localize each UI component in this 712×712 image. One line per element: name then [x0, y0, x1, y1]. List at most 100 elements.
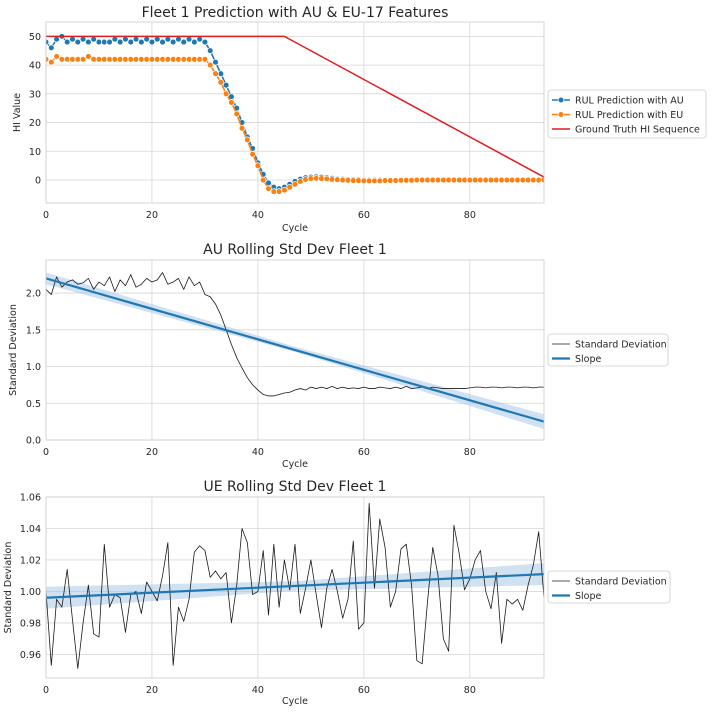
eu-prediction-point	[312, 175, 320, 182]
eu-prediction-point	[445, 176, 452, 184]
legend: Standard Deviation Slope	[547, 333, 669, 367]
eu-prediction-point	[482, 176, 489, 184]
x-tick-label: 80	[464, 685, 476, 696]
eu-prediction-point	[175, 56, 182, 63]
eu-prediction-point	[493, 176, 500, 184]
au-prediction-point	[217, 70, 225, 77]
y-tick-label: 1.00	[20, 587, 41, 598]
au-prediction-point	[74, 38, 82, 46]
eu-prediction-point	[127, 56, 135, 63]
au-prediction-point	[201, 38, 209, 46]
au-prediction-point	[138, 38, 145, 46]
x-axis-label: Cycle	[282, 223, 308, 234]
eu-prediction-point	[48, 58, 55, 66]
eu-prediction-point	[265, 185, 272, 192]
chart-title: Fleet 1 Prediction with AU & EU-17 Featu…	[142, 5, 449, 21]
au-prediction-point	[122, 35, 129, 43]
au-prediction-point	[132, 35, 140, 43]
series-group	[46, 502, 544, 669]
eu-prediction-point	[159, 56, 166, 63]
slope-line	[46, 277, 544, 423]
eu-prediction-point	[79, 56, 87, 63]
standard-deviation-line	[46, 272, 544, 397]
x-tick-label: 0	[43, 447, 49, 458]
au-prediction-point	[127, 38, 135, 46]
y-tick-label: 0.0	[26, 436, 41, 447]
eu-prediction-point	[450, 176, 458, 184]
eu-prediction-point	[101, 56, 108, 63]
chart-ue-rolling-std: 0 20 40 60 80 0.96 0.98 1.00 1.02 1.04 1.06 UE Roll…	[3, 479, 671, 707]
y-tick-label: 0.96	[20, 650, 41, 661]
standard-deviation-line	[46, 502, 544, 669]
eu-prediction-point	[53, 53, 60, 60]
eu-prediction-point	[196, 56, 203, 63]
au-prediction-point	[185, 35, 193, 43]
eu-prediction-point	[503, 176, 511, 184]
x-tick-label: 80	[464, 447, 476, 458]
y-tick-label: 20	[29, 118, 41, 129]
eu-prediction-point	[339, 176, 346, 184]
y-tick-label: 1.5	[26, 325, 41, 336]
eu-prediction-point	[58, 56, 66, 63]
eu-prediction-point	[413, 176, 421, 184]
eu-prediction-point	[69, 56, 76, 63]
x-tick-label: 20	[146, 210, 158, 221]
y-tick-label: 0.5	[26, 399, 41, 410]
x-tick-label: 60	[358, 210, 370, 221]
eu-prediction-point	[95, 56, 103, 63]
eu-prediction-point	[371, 177, 378, 185]
y-tick-label: 1.04	[20, 524, 41, 535]
eu-prediction-point	[228, 99, 235, 106]
eu-prediction-point	[164, 56, 172, 63]
legend-label: RUL Prediction with AU	[575, 95, 684, 106]
au-prediction-point	[212, 58, 219, 66]
x-tick-label: 40	[252, 685, 264, 696]
y-axis-label: HI Value	[12, 93, 23, 132]
eu-prediction-point	[233, 110, 240, 118]
eu-prediction-point	[249, 150, 256, 158]
legend-marker	[557, 96, 565, 104]
eu-prediction-point	[424, 176, 431, 184]
eu-prediction-point	[90, 56, 97, 63]
legend: RUL Prediction with AU RUL Prediction wit…	[547, 89, 707, 139]
eu-prediction-point	[148, 56, 156, 63]
legend-label: Slope	[575, 354, 602, 365]
legend-marker	[557, 111, 565, 118]
x-tick-label: 20	[146, 685, 158, 696]
y-tick-label: 10	[29, 147, 41, 158]
au-prediction-point	[148, 38, 156, 46]
au-prediction-point	[63, 38, 71, 46]
ground-truth-hi-sequence-line	[46, 35, 544, 178]
eu-prediction-point	[514, 176, 521, 184]
plot-frame	[45, 21, 545, 204]
y-axis-label: Standard Deviation	[3, 542, 14, 634]
eu-prediction-point	[376, 177, 384, 185]
eu-prediction-point	[212, 70, 219, 77]
eu-prediction-point	[381, 177, 389, 184]
legend-label: Ground Truth HI Sequence	[575, 124, 700, 135]
eu-prediction-point	[524, 176, 532, 184]
eu-prediction-point	[206, 61, 214, 69]
eu-prediction-point	[530, 176, 537, 184]
eu-prediction-point	[328, 176, 336, 183]
y-tick-label: 0	[35, 176, 41, 187]
chart-title: UE Rolling Std Dev Fleet 1	[204, 479, 387, 495]
plot-frame	[45, 259, 545, 441]
y-axis-label: Standard Deviation	[8, 304, 19, 396]
au-prediction-point	[169, 38, 177, 46]
eu-prediction-point	[461, 176, 468, 184]
au-prediction-point	[46, 38, 50, 46]
eu-prediction-point	[498, 176, 505, 184]
eu-prediction-point	[275, 188, 283, 195]
au-prediction-point	[79, 35, 87, 43]
au-prediction-point	[116, 38, 124, 46]
eu-prediction-point	[116, 56, 124, 63]
au-prediction-point	[154, 35, 161, 43]
y-tick-label: 1.0	[26, 362, 41, 373]
eu-prediction-point	[185, 56, 193, 63]
au-prediction-point	[95, 38, 103, 46]
eu-prediction-point	[106, 56, 113, 63]
eu-prediction-point	[180, 56, 187, 63]
eu-prediction-point	[154, 56, 161, 63]
